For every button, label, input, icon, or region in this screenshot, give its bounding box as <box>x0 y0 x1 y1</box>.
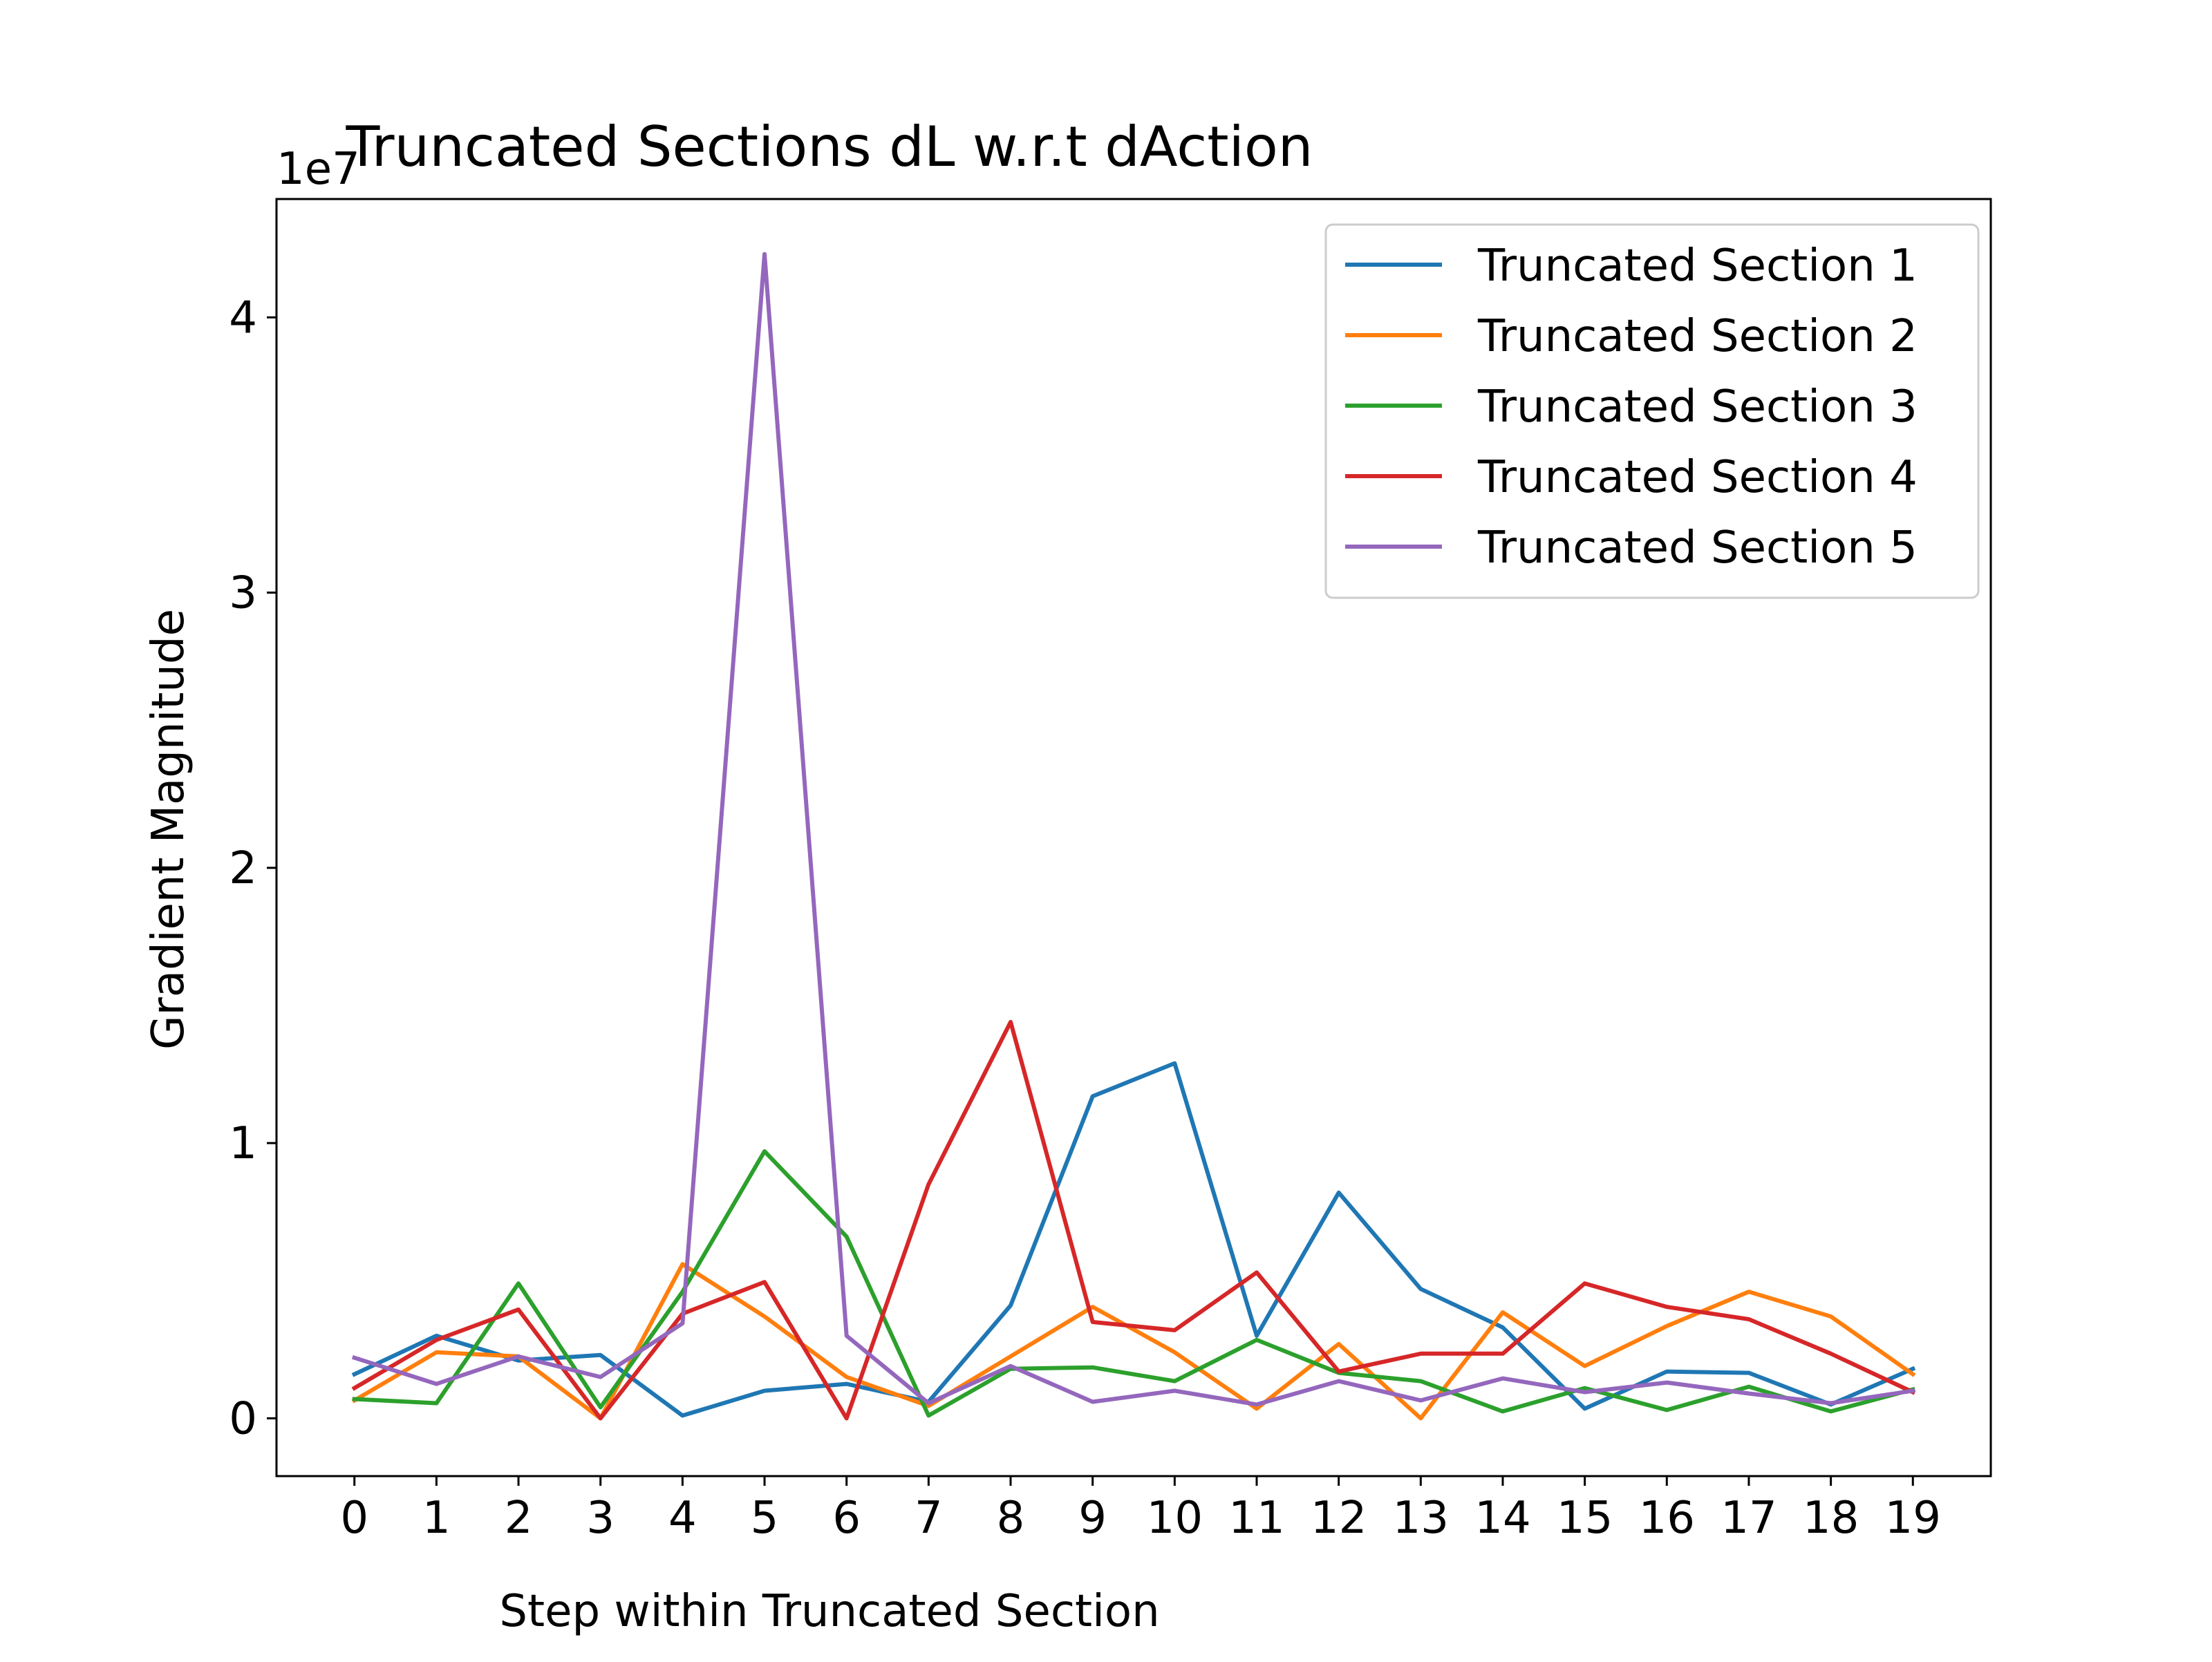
series-line-truncated-section-5 <box>351 252 1915 1407</box>
y-tick-label: 0 <box>229 1393 257 1444</box>
x-tick-label: 16 <box>1639 1493 1695 1544</box>
series-line-truncated-section-4 <box>351 1019 1916 1421</box>
legend-box <box>1324 223 1980 599</box>
plot-area-frame <box>275 198 1992 1477</box>
x-tick-label: 6 <box>832 1493 861 1544</box>
chart-title: Truncated Sections dL w.r.t dAction <box>346 115 1313 179</box>
x-tick-label: 17 <box>1721 1493 1777 1544</box>
x-tick-label: 4 <box>668 1493 697 1544</box>
series-line-truncated-section-1 <box>351 1061 1916 1418</box>
x-tick-label: 11 <box>1228 1493 1284 1544</box>
x-axis-label: Step within Truncated Section <box>499 1586 1159 1637</box>
x-tick-label: 12 <box>1311 1493 1367 1544</box>
x-tick-label: 2 <box>505 1493 533 1544</box>
x-tick-label: 7 <box>915 1493 943 1544</box>
y-tick-label: 2 <box>229 843 257 894</box>
x-tick-label: 9 <box>1078 1493 1107 1544</box>
series-lines <box>351 252 1916 1421</box>
legend: Truncated Section 1 Truncated Section 2 Tr… <box>1324 223 1980 599</box>
legend-label: Truncated Section 5 <box>1477 522 1918 574</box>
x-tick-label: 18 <box>1803 1493 1859 1544</box>
y-tick-label: 4 <box>229 292 257 343</box>
series-line-truncated-section-2 <box>351 1262 1916 1421</box>
series-line-truncated-section-3 <box>352 1149 1915 1418</box>
legend-label: Truncated Section 4 <box>1477 452 1918 503</box>
x-tick-label: 1 <box>422 1493 451 1544</box>
x-tick-label: 14 <box>1474 1493 1530 1544</box>
x-tick-label: 3 <box>586 1493 615 1544</box>
legend-label: Truncated Section 1 <box>1477 240 1918 292</box>
x-tick-label: 15 <box>1557 1493 1613 1544</box>
x-tick-label: 10 <box>1147 1493 1203 1544</box>
legend-label: Truncated Section 2 <box>1477 311 1918 362</box>
x-tick-label: 0 <box>340 1493 368 1544</box>
y-axis-label: Gradient Magnitude <box>143 609 194 1050</box>
x-tick-label: 8 <box>997 1493 1025 1544</box>
y-tick-label: 1 <box>229 1118 257 1169</box>
x-tick-label: 19 <box>1885 1493 1941 1544</box>
x-tick-label: 13 <box>1393 1493 1449 1544</box>
legend-label: Truncated Section 3 <box>1477 381 1918 433</box>
y-tick-label: 3 <box>229 568 257 619</box>
x-tick-label: 5 <box>751 1493 779 1544</box>
y-offset-label: 1e7 <box>276 144 360 195</box>
